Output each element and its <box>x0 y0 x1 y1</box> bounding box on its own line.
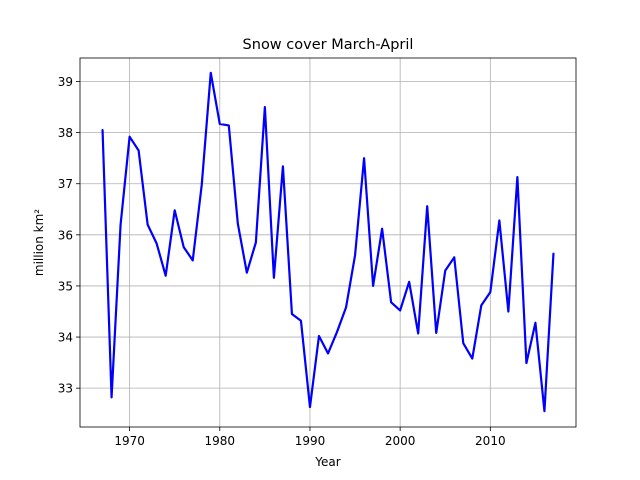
y-tick-label: 38 <box>58 126 73 140</box>
grid-lines <box>80 58 576 427</box>
y-tick-label: 33 <box>58 382 73 396</box>
y-tick-label: 39 <box>58 75 73 89</box>
y-tick-label: 36 <box>58 228 73 242</box>
x-tick-label: 1970 <box>114 434 145 448</box>
snow-cover-series-line <box>101 71 555 413</box>
y-tick-label: 35 <box>58 279 73 293</box>
x-tick-label: 2010 <box>475 434 506 448</box>
plot-frame <box>79 57 577 428</box>
x-tick-label: 1980 <box>205 434 236 448</box>
y-axis-ticks: 33 34 35 36 37 38 39 <box>58 75 80 396</box>
y-tick-label: 34 <box>58 331 73 345</box>
x-tick-label: 2000 <box>385 434 416 448</box>
x-axis-ticks: 1970 1980 1990 2000 2010 <box>114 427 506 448</box>
y-tick-label: 37 <box>58 177 73 191</box>
x-axis-label: Year <box>314 455 340 469</box>
x-tick-label: 1990 <box>295 434 326 448</box>
chart-title: Snow cover March-April <box>243 37 414 53</box>
series-layer <box>101 71 555 413</box>
y-axis-label: million km² <box>32 209 46 276</box>
